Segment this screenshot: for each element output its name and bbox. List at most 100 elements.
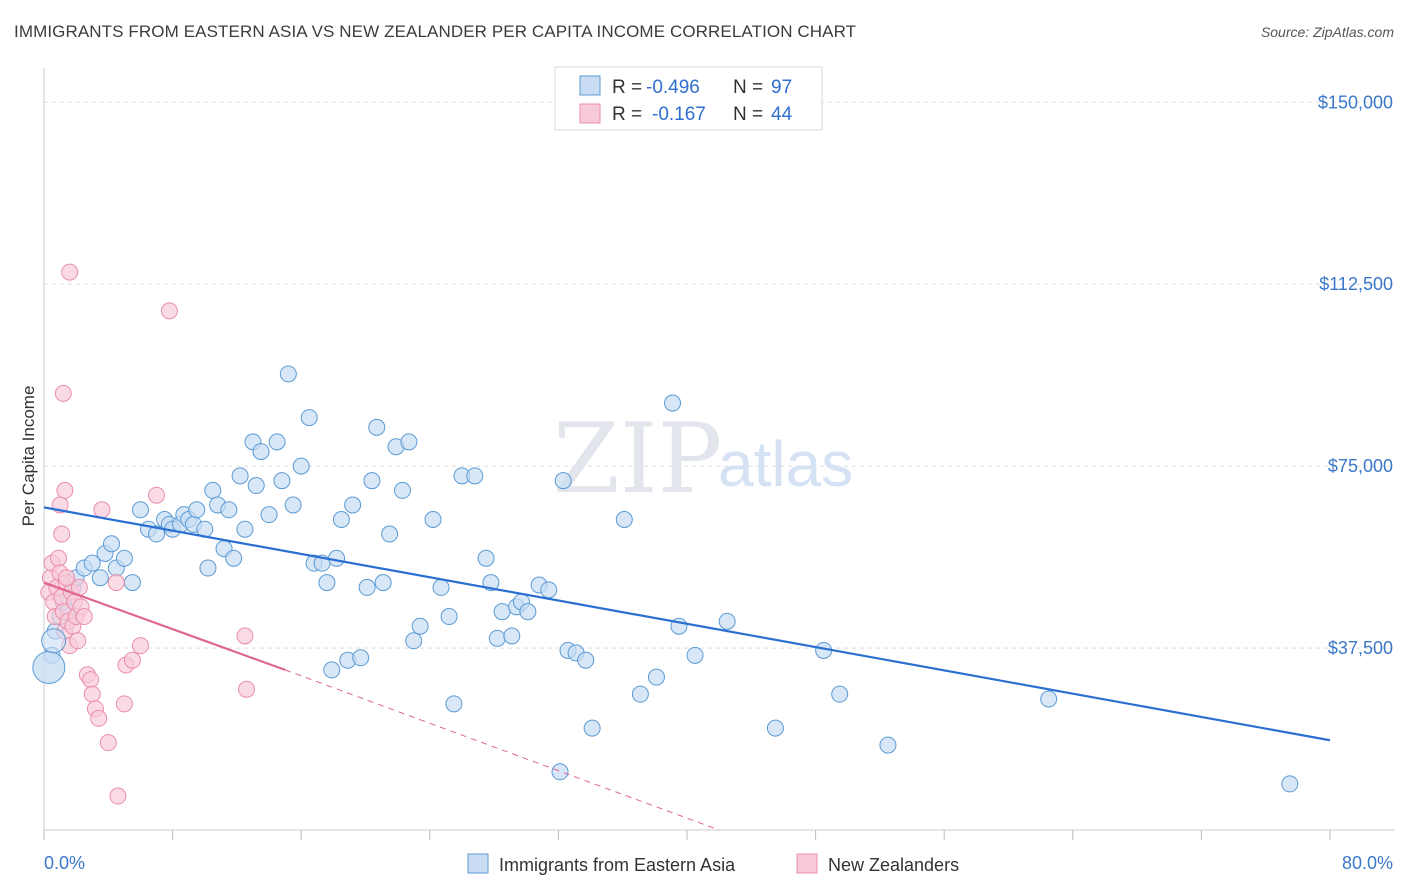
point-new-zealanders (236, 627, 254, 645)
point-eastern-asia (363, 472, 381, 490)
point-eastern-asia (91, 569, 109, 587)
correlation-legend: R = -0.496 N = 97 R = -0.167 N = 44 (554, 66, 823, 131)
point-eastern-asia (236, 520, 254, 538)
point-new-zealanders (131, 637, 149, 655)
point-eastern-asia (220, 501, 238, 519)
y-tick-labels: $150,000 $112,500 $75,000 $37,500 (1318, 92, 1393, 658)
point-eastern-asia (344, 496, 362, 514)
series-legend: Immigrants from Eastern Asia New Zealand… (467, 853, 959, 875)
point-eastern-asia (583, 719, 601, 737)
point-eastern-asia (432, 578, 450, 596)
point-eastern-asia (204, 481, 222, 499)
point-eastern-asia (273, 472, 291, 490)
y-tick-label: $75,000 (1328, 456, 1393, 476)
point-eastern-asia (766, 719, 784, 737)
x-tick-label-min: 0.0% (44, 853, 85, 873)
point-eastern-asia (554, 472, 572, 490)
point-eastern-asia (318, 574, 336, 592)
point-new-zealanders (54, 384, 72, 402)
bottom-legend-swatch-blue (467, 853, 489, 874)
point-eastern-asia (493, 603, 511, 621)
bottom-legend-swatch-pink (796, 853, 818, 874)
y-tick-label: $150,000 (1318, 92, 1393, 112)
watermark-zip: ZIP (553, 403, 722, 515)
gridlines (44, 101, 1395, 649)
point-eastern-asia (131, 501, 149, 519)
point-eastern-asia (292, 457, 310, 475)
point-eastern-asia (1281, 775, 1299, 793)
point-eastern-asia (488, 629, 506, 647)
point-new-zealanders (148, 486, 166, 504)
point-eastern-asia (551, 763, 569, 781)
point-new-zealanders (115, 695, 133, 713)
point-eastern-asia (123, 574, 141, 592)
point-eastern-asia (381, 525, 399, 543)
bottom-legend-label-1: Immigrants from Eastern Asia (499, 855, 736, 875)
point-eastern-asia (686, 646, 704, 664)
y-axis-label: Per Capita Income (19, 386, 38, 527)
point-new-zealanders (99, 734, 117, 752)
point-eastern-asia (424, 510, 442, 528)
point-eastern-asia (332, 510, 350, 528)
trend-line-extension (284, 669, 720, 831)
legend-r-label-1: R = (612, 77, 642, 98)
point-eastern-asia (115, 549, 133, 567)
point-eastern-asia (540, 581, 558, 599)
point-eastern-asia (440, 608, 458, 626)
point-new-zealanders (58, 569, 76, 587)
point-eastern-asia (631, 685, 649, 703)
point-new-zealanders (82, 671, 100, 689)
point-new-zealanders (238, 680, 256, 698)
source-label: Source: ZipAtlas.com (1260, 24, 1394, 40)
point-eastern-asia-large (32, 650, 66, 684)
point-eastern-asia (268, 433, 286, 451)
point-new-zealanders (109, 787, 127, 805)
point-eastern-asia (247, 477, 265, 495)
legend-n-value-1: 97 (771, 77, 792, 98)
point-eastern-asia (519, 603, 537, 621)
legend-swatch-blue (579, 75, 601, 96)
point-eastern-asia (405, 632, 423, 650)
point-eastern-asia (615, 510, 633, 528)
point-eastern-asia (300, 409, 318, 427)
point-eastern-asia (400, 433, 418, 451)
data-points (32, 263, 1299, 805)
point-eastern-asia (231, 467, 249, 485)
point-new-zealanders (90, 709, 108, 727)
point-new-zealanders (107, 574, 125, 592)
point-eastern-asia (879, 736, 897, 754)
point-eastern-asia (647, 668, 665, 686)
point-new-zealanders (69, 632, 87, 650)
trend-line-new-zealanders (43, 581, 286, 671)
legend-swatch-pink (579, 103, 601, 124)
point-eastern-asia (718, 612, 736, 630)
point-eastern-asia (225, 549, 243, 567)
y-tick-label: $37,500 (1328, 638, 1393, 658)
point-eastern-asia (284, 496, 302, 514)
point-eastern-asia (368, 418, 386, 436)
point-new-zealanders (53, 525, 71, 543)
x-tick-label-max: 80.0% (1342, 853, 1393, 873)
point-eastern-asia (260, 506, 278, 524)
watermark-atlas: atlas (718, 428, 853, 500)
point-eastern-asia (199, 559, 217, 577)
bottom-legend-label-2: New Zealanders (828, 855, 959, 875)
point-eastern-asia (352, 649, 370, 667)
legend-r-value-2: -0.167 (652, 104, 706, 125)
legend-n-value-2: 44 (771, 104, 793, 125)
point-new-zealanders (123, 651, 141, 669)
point-eastern-asia (374, 574, 392, 592)
point-new-zealanders (83, 685, 101, 703)
point-eastern-asia (411, 617, 429, 635)
trend-lines (43, 506, 1331, 831)
point-eastern-asia (477, 549, 495, 567)
y-tick-label: $112,500 (1319, 274, 1393, 294)
point-eastern-asia (279, 365, 297, 383)
point-eastern-asia (148, 525, 166, 543)
trend-line-eastern-asia (43, 506, 1331, 742)
point-eastern-asia (188, 501, 206, 519)
point-eastern-asia (358, 578, 376, 596)
point-new-zealanders (56, 481, 74, 499)
point-new-zealanders (61, 263, 79, 281)
